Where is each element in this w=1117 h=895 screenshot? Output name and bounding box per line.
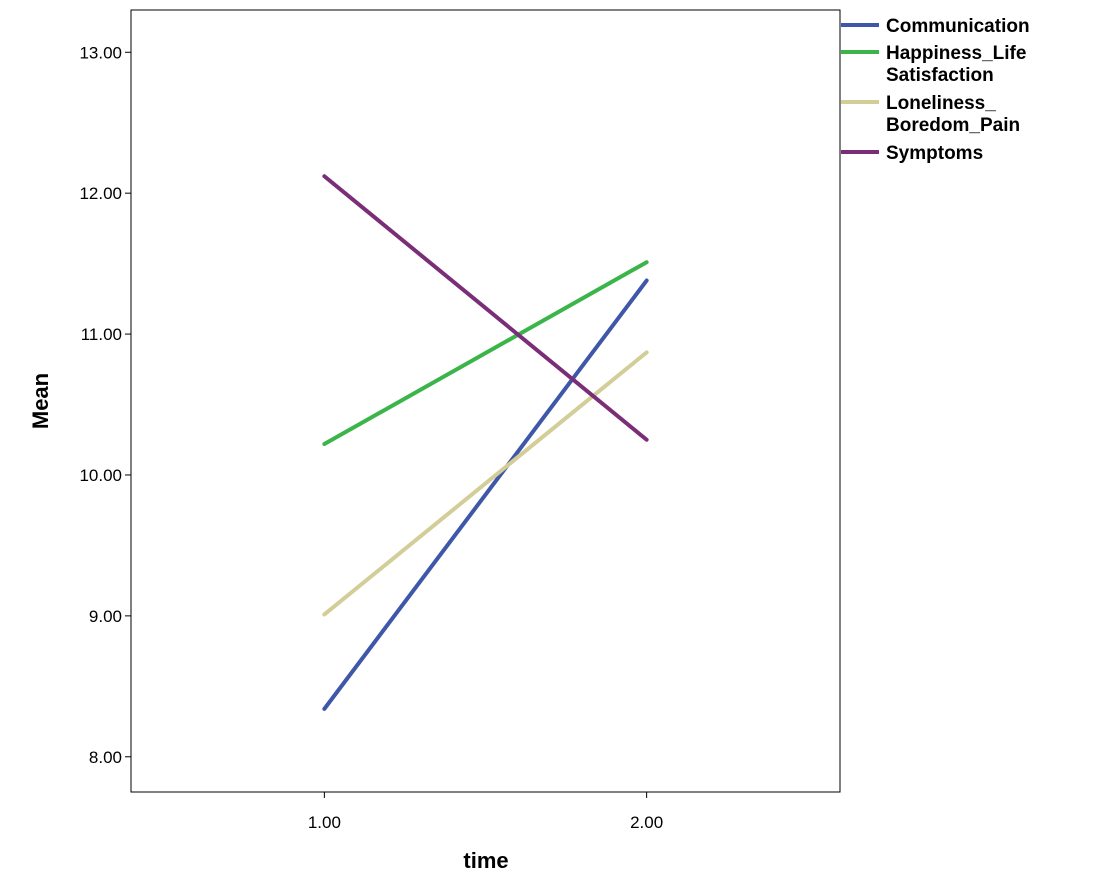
legend-label: Communication [886,16,1030,37]
legend-label: Symptoms [886,143,983,164]
series-line [322,278,649,711]
legend-item: Communication [841,16,1030,37]
y-tick-label: 13.00 [79,43,122,62]
x-tick-label: 2.00 [630,813,663,832]
y-tick-label: 8.00 [89,748,122,767]
legend-label: Satisfaction [886,65,994,86]
y-tick-label: 10.00 [79,466,122,485]
y-tick-label: 11.00 [81,325,122,344]
legend-label: Happiness_Life [886,43,1026,64]
series-line [322,260,649,446]
legend-label: Boredom_Pain [886,115,1020,136]
y-tick-label: 9.00 [89,607,122,626]
series-layer [322,174,649,711]
x-axis: 1.00 2.00 [308,792,663,832]
legend-item: Symptoms [841,143,983,164]
plot-area [130,9,841,793]
x-axis-title: time [463,848,508,873]
y-axis: 8.00 9.00 10.00 11.00 12.00 13.00 [79,43,131,767]
y-tick-label: 12.00 [79,184,122,203]
legend-label: Loneliness_ [886,93,996,114]
x-tick-label: 1.00 [308,813,341,832]
series-line [322,174,649,442]
legend-item: Loneliness_Boredom_Pain [841,93,1020,136]
y-axis-title: Mean [28,373,53,429]
